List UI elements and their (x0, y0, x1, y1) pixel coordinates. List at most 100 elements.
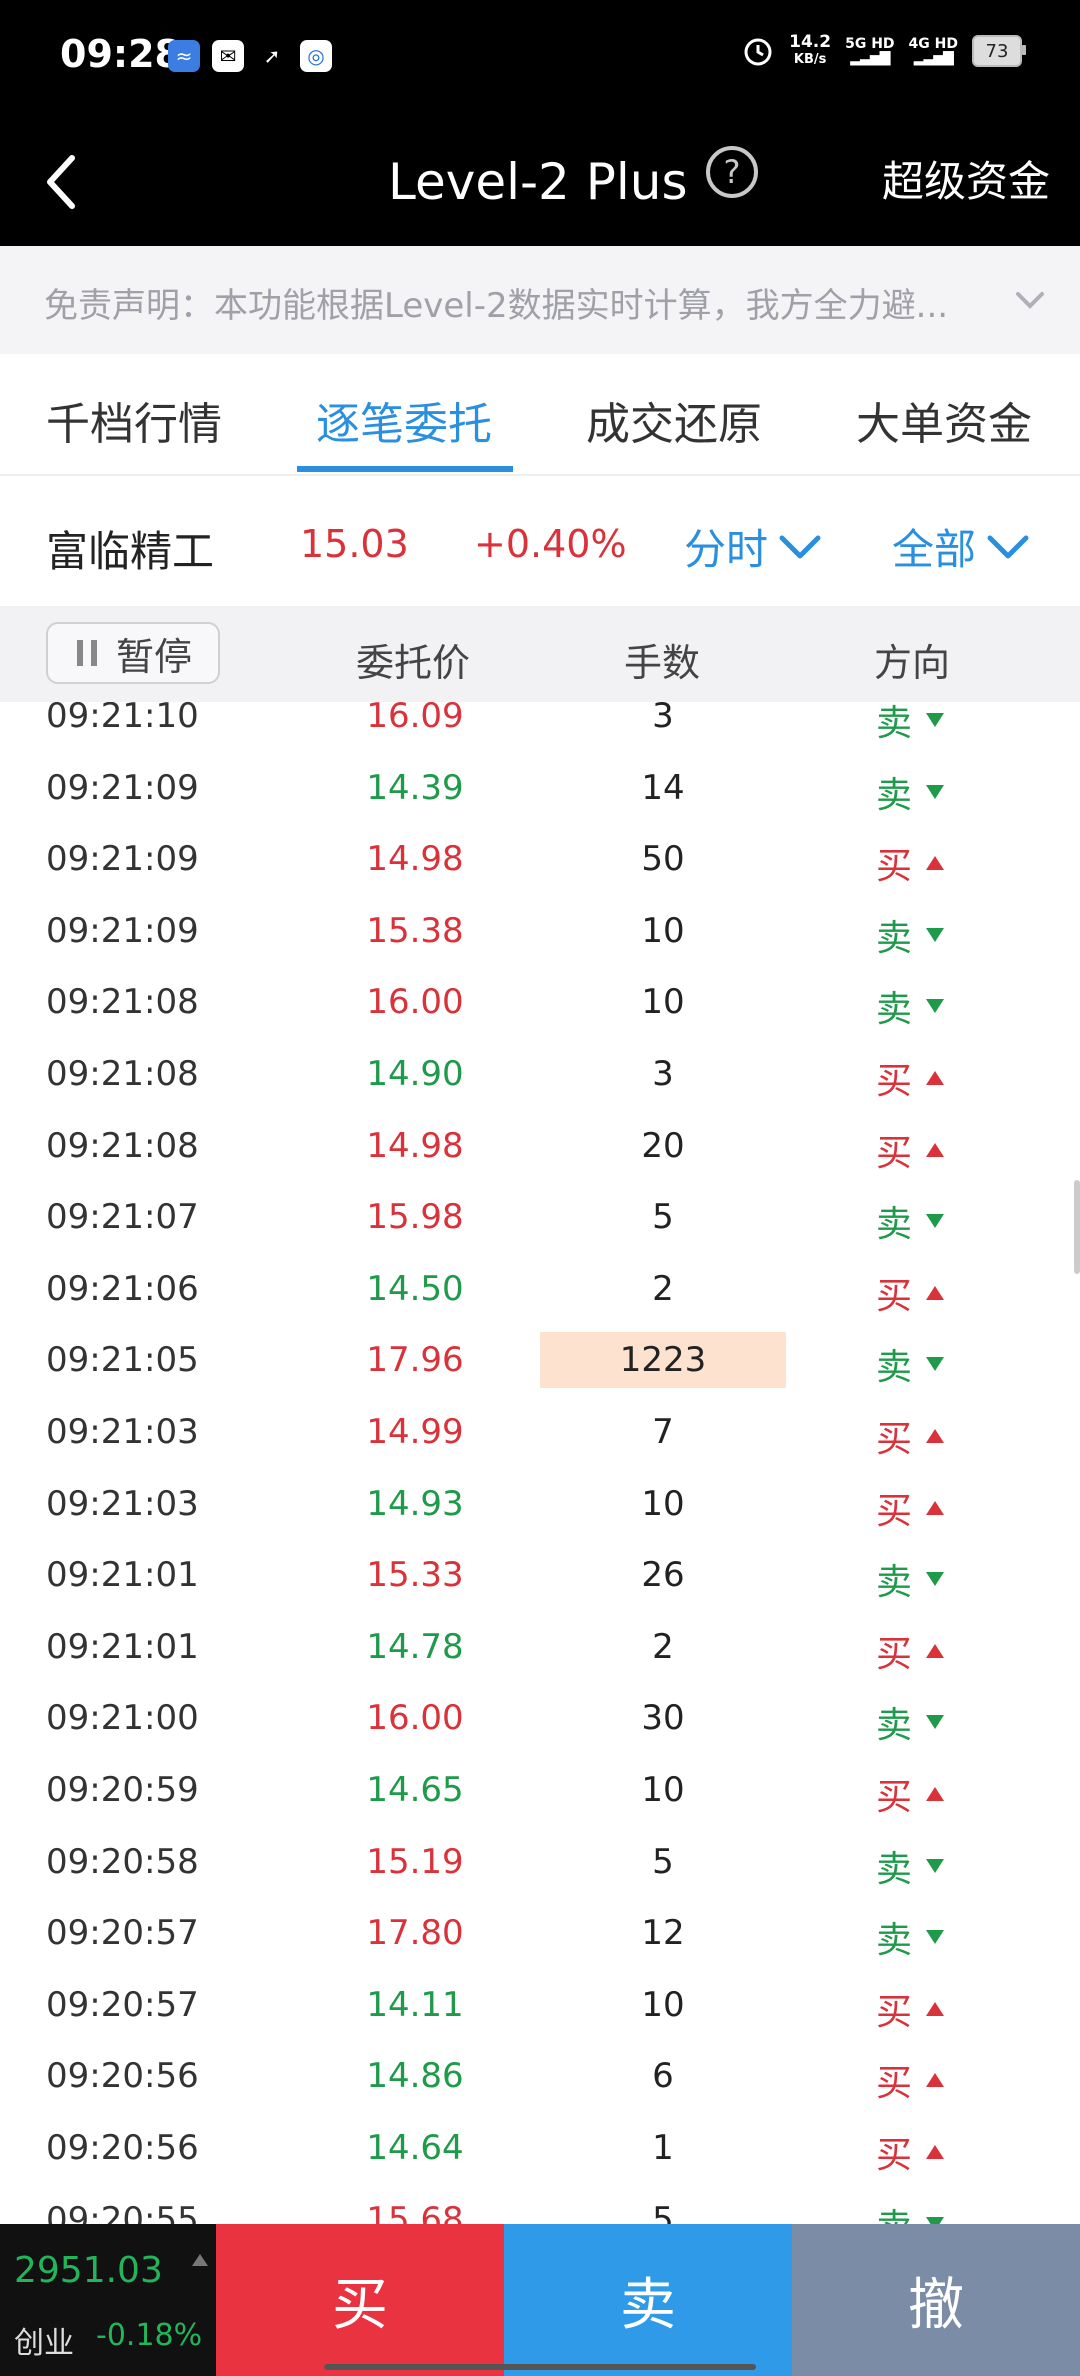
up-triangle-icon (926, 1142, 945, 1157)
table-row[interactable]: 09:21:07 15.98 5 卖 (0, 1183, 1080, 1255)
down-triangle-icon (926, 1572, 945, 1587)
table-row[interactable]: 09:21:09 14.39 14 卖 (0, 754, 1080, 826)
tab-bar: 千档行情 逐笔委托 成交还原 大单资金 (0, 354, 1080, 476)
order-list[interactable]: 09:21:10 16.09 3 卖 09:21:09 14.39 14 卖 09:21:09 1… (0, 702, 1080, 2224)
table-row[interactable]: 09:21:09 15.38 10 卖 (0, 897, 1080, 969)
up-triangle-icon (926, 856, 945, 871)
table-row[interactable]: 09:20:56 14.64 1 买 (0, 2114, 1080, 2186)
order-direction: 卖 (876, 702, 945, 746)
chevron-down-icon (987, 535, 1029, 558)
filter-dropdown[interactable]: 全部 (892, 516, 1030, 577)
order-direction: 卖 (876, 980, 945, 1032)
table-row[interactable]: 09:21:08 14.98 20 买 (0, 1112, 1080, 1184)
direction-label: 买 (876, 1275, 913, 1317)
down-triangle-icon (926, 1930, 945, 1945)
table-row[interactable]: 09:20:58 15.19 5 卖 (0, 1828, 1080, 1900)
order-price: 14.99 (366, 1412, 464, 1452)
order-lots: 5 (652, 1197, 674, 1238)
help-icon[interactable]: ? (704, 144, 760, 200)
order-time: 09:21:03 (46, 1483, 199, 1524)
table-row[interactable]: 09:21:03 14.93 10 买 (0, 1470, 1080, 1542)
order-direction: 卖 (876, 1553, 945, 1605)
table-row[interactable]: 09:21:05 17.96 1223 卖 (0, 1326, 1080, 1398)
sell-button[interactable]: 卖 (504, 2224, 792, 2376)
table-row[interactable]: 09:21:10 16.09 3 卖 (0, 702, 1080, 754)
table-row[interactable]: 09:20:55 15.68 5 卖 (0, 2186, 1080, 2224)
order-lots: 20 (641, 1125, 685, 1166)
battery-icon: 73 (972, 35, 1026, 67)
order-direction: 卖 (876, 1338, 945, 1390)
order-lots: 2 (652, 1626, 674, 1667)
net1-label: 5G HD (845, 36, 895, 52)
order-direction: 买 (876, 1983, 945, 2035)
timeframe-dropdown[interactable]: 分时 (684, 516, 822, 577)
index-ticker[interactable]: 2951.03 创业 -0.18% (0, 2224, 216, 2376)
table-row[interactable]: 09:21:03 14.99 7 买 (0, 1398, 1080, 1470)
down-triangle-icon (926, 1715, 945, 1730)
order-lots: 10 (641, 1770, 685, 1810)
tab-order-book[interactable]: 千档行情 (46, 399, 222, 450)
tab-large-order-funds[interactable]: 大单资金 (856, 399, 1032, 450)
table-row[interactable]: 09:21:01 14.78 2 买 (0, 1613, 1080, 1685)
down-triangle-icon (926, 713, 945, 727)
table-row[interactable]: 09:20:57 14.11 10 买 (0, 1971, 1080, 2043)
order-price: 15.38 (366, 910, 464, 951)
table-row[interactable]: 09:21:09 14.98 50 买 (0, 825, 1080, 897)
table-row[interactable]: 09:21:00 16.00 30 卖 (0, 1684, 1080, 1756)
chevron-down-icon[interactable] (1010, 280, 1050, 320)
scrollbar[interactable] (1074, 1180, 1080, 1274)
order-time: 09:21:01 (46, 1626, 199, 1667)
back-button[interactable] (20, 142, 100, 222)
direction-label: 买 (876, 1132, 913, 1174)
tab-trade-replay[interactable]: 成交还原 (586, 399, 762, 450)
order-direction: 买 (876, 1482, 945, 1534)
alarm-icon (744, 38, 772, 66)
filter-label: 全部 (892, 525, 977, 574)
status-right: 14.2 KB/s 5G HD ▂▃▅▇ 4G HD ▂▃▅▇ 73 (741, 34, 1026, 68)
table-row[interactable]: 09:20:57 17.80 12 卖 (0, 1899, 1080, 1971)
order-time: 09:20:58 (46, 1841, 199, 1882)
direction-label: 卖 (876, 1920, 913, 1962)
table-row[interactable]: 09:21:08 16.00 10 卖 (0, 968, 1080, 1040)
send-app-icon: ➚ (256, 40, 288, 72)
down-triangle-icon (926, 999, 945, 1014)
cancel-order-button[interactable]: 撤 (792, 2224, 1080, 2376)
order-time: 09:21:06 (46, 1268, 199, 1309)
signal-bars-icon: ▂▃▅▇ (850, 50, 890, 66)
status-bar: 09:28 ≈ ✉ ➚ ◎ 14.2 KB/s 5G HD ▂▃▅▇ 4G HD… (0, 0, 1080, 118)
order-price: 14.11 (366, 1984, 464, 2025)
tab-tick-orders[interactable]: 逐笔委托 (316, 399, 492, 450)
timeframe-label: 分时 (684, 525, 769, 574)
table-row[interactable]: 09:21:08 14.90 3 买 (0, 1040, 1080, 1112)
table-row[interactable]: 09:21:06 14.50 2 买 (0, 1255, 1080, 1327)
speed-unit: KB/s (793, 52, 827, 67)
order-price: 15.98 (366, 1197, 464, 1238)
chevron-down-icon (779, 535, 821, 558)
disclaimer-banner[interactable]: 免责声明：本功能根据Level-2数据实时计算，我方全力避... (0, 246, 1080, 354)
direction-label: 卖 (876, 774, 913, 816)
order-price: 14.98 (366, 1125, 464, 1166)
pause-button[interactable]: 暂停 (46, 622, 220, 684)
home-indicator[interactable] (324, 2364, 756, 2370)
order-time: 09:21:09 (46, 839, 199, 880)
col-header-direction: 方向 (874, 641, 951, 685)
order-lots: 5 (652, 2199, 674, 2224)
order-lots: 10 (641, 1483, 685, 1524)
table-row[interactable]: 09:20:56 14.86 6 买 (0, 2042, 1080, 2114)
order-time: 09:21:03 (46, 1412, 199, 1452)
order-direction: 卖 (876, 766, 945, 818)
order-price: 14.39 (366, 767, 464, 808)
direction-label: 买 (876, 846, 913, 888)
col-header-lots: 手数 (624, 641, 701, 685)
up-triangle-icon (926, 1500, 945, 1515)
table-row[interactable]: 09:20:59 14.65 10 买 (0, 1756, 1080, 1828)
order-direction: 卖 (876, 909, 945, 961)
order-price: 14.78 (366, 1626, 464, 1667)
up-triangle-icon (926, 1071, 945, 1085)
table-row[interactable]: 09:21:01 15.33 26 卖 (0, 1541, 1080, 1613)
order-price: 14.65 (366, 1770, 464, 1810)
super-funds-link[interactable]: 超级资金 (881, 157, 1050, 206)
signal-4g: 4G HD ▂▃▅▇ (909, 37, 958, 65)
direction-label: 卖 (876, 2198, 912, 2224)
buy-button[interactable]: 买 (216, 2224, 504, 2376)
